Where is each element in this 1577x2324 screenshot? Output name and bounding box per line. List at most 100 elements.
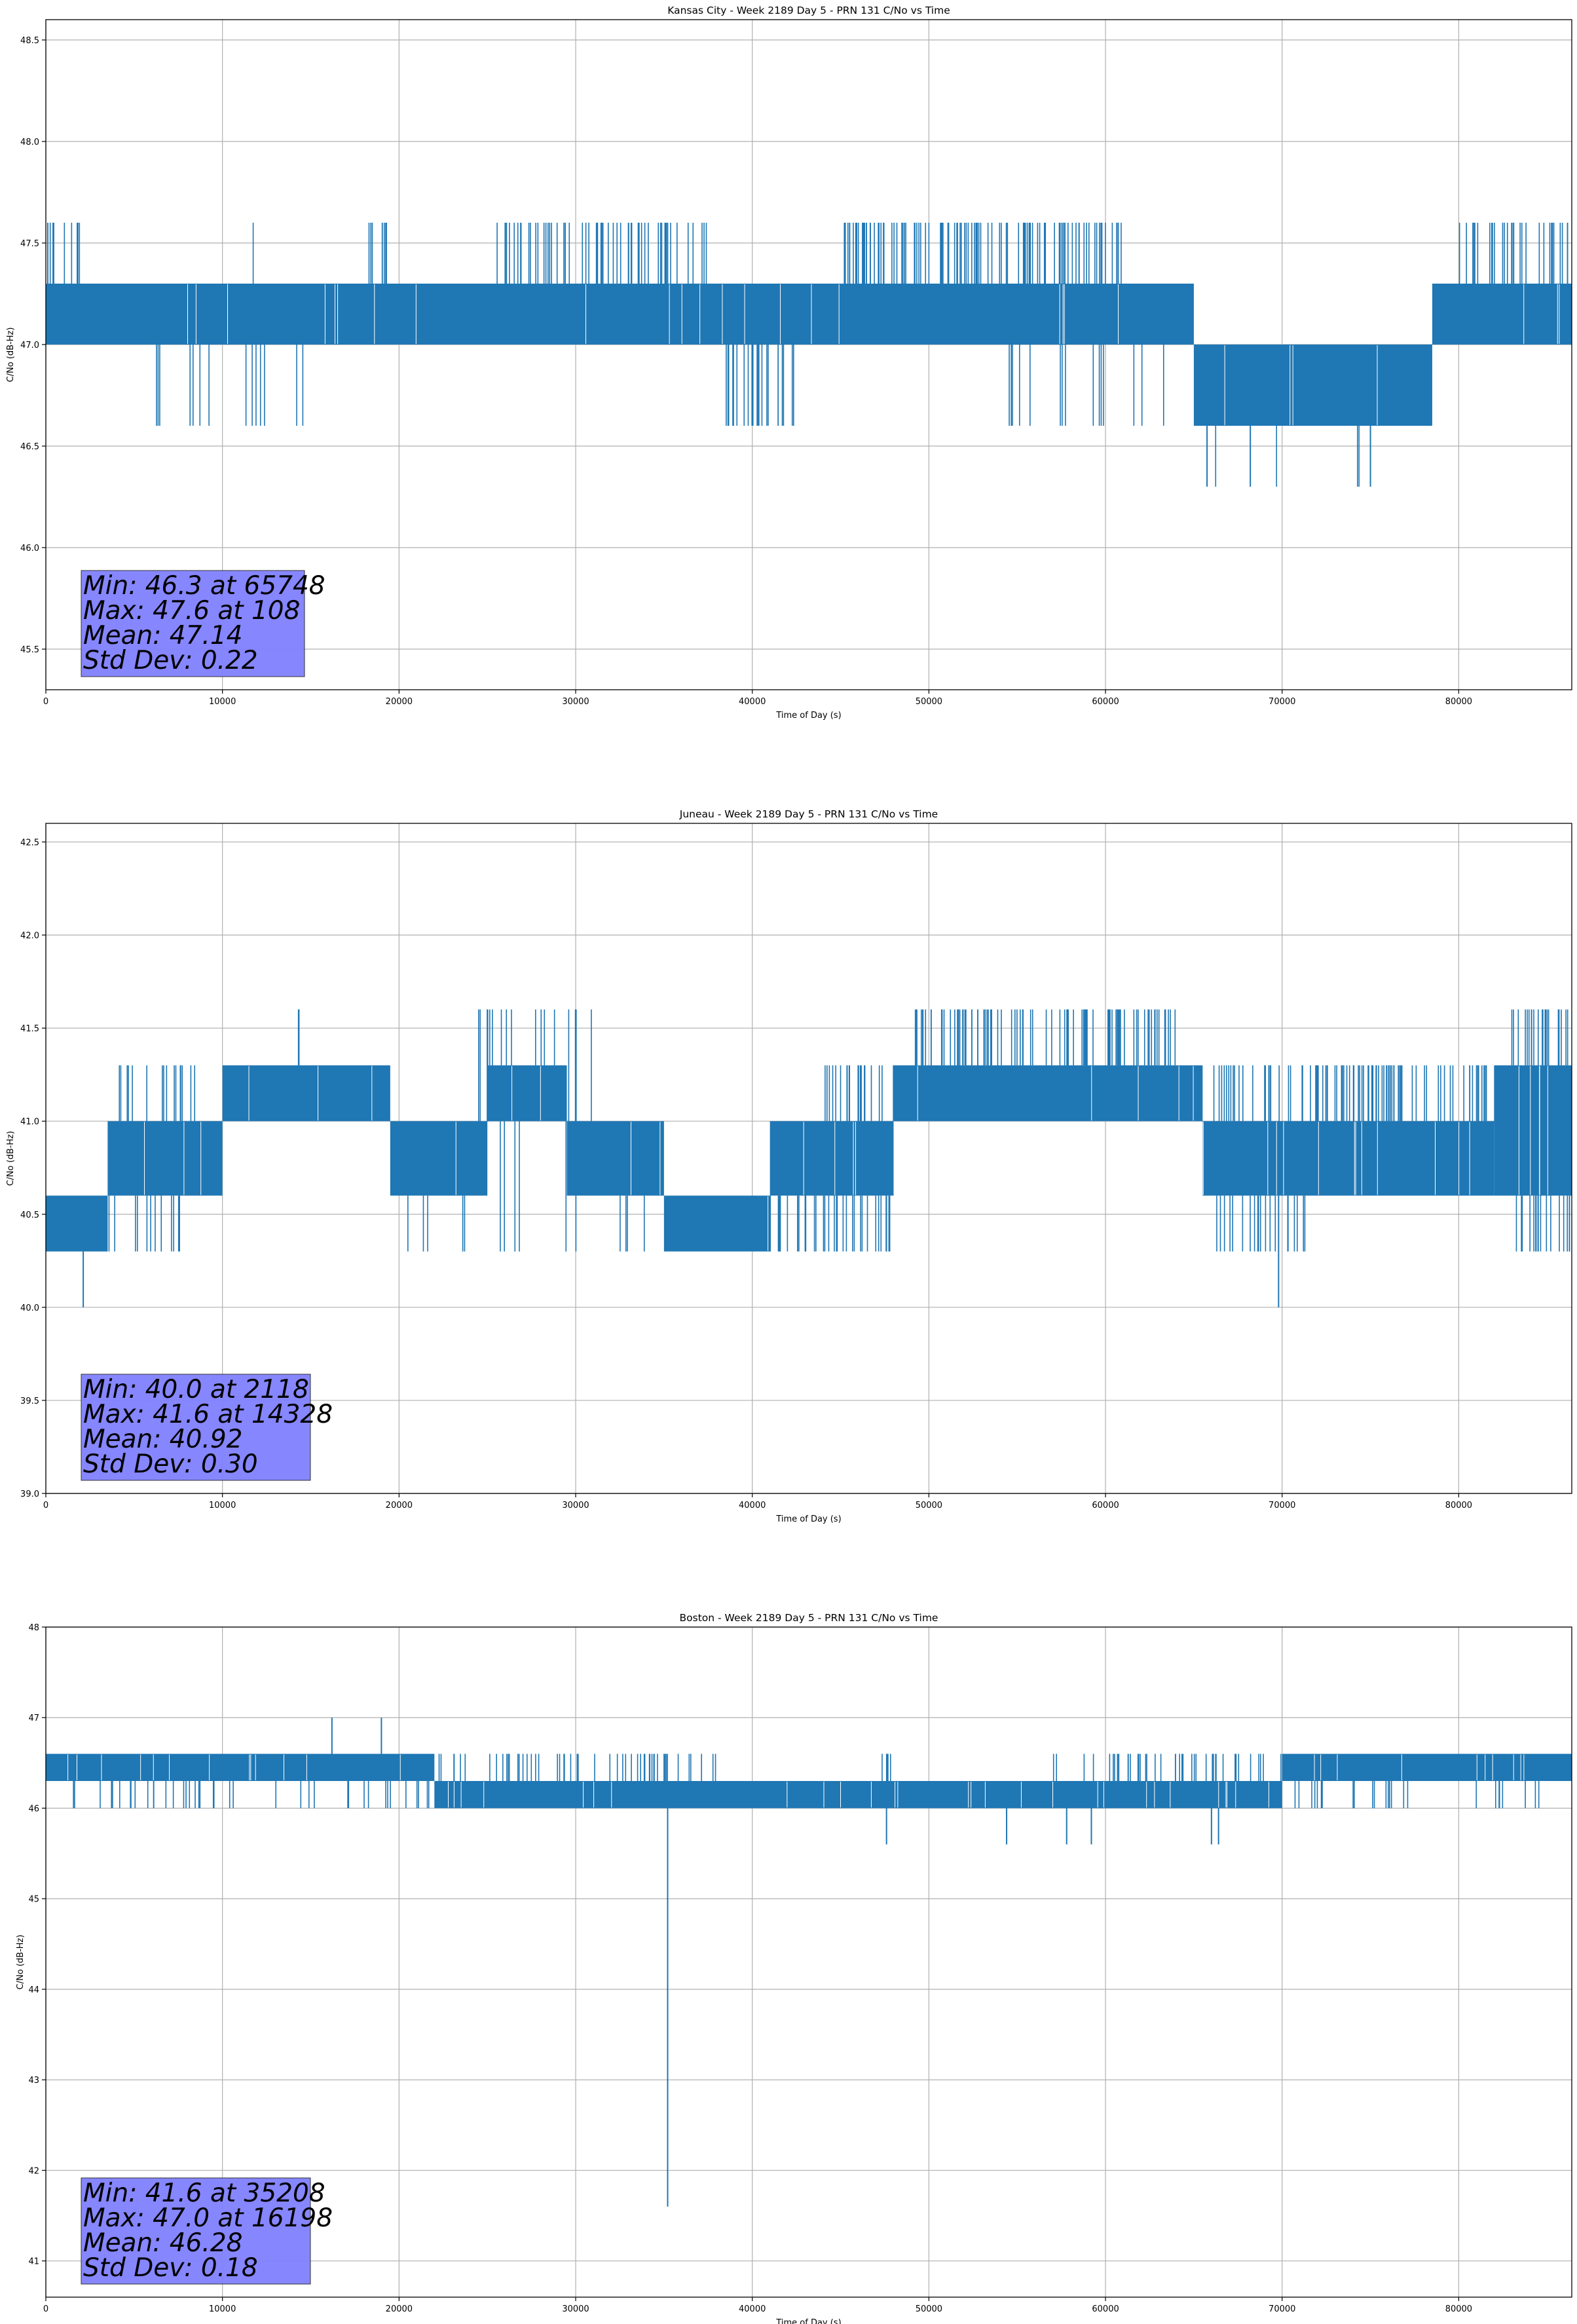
y-tick-label: 45 xyxy=(28,1895,39,1905)
y-tick-label: 41.0 xyxy=(20,1117,39,1127)
data-band xyxy=(107,1121,223,1196)
x-tick-label: 30000 xyxy=(562,1501,589,1510)
y-axis-label: C/No (dB-Hz) xyxy=(6,1131,16,1186)
data-band xyxy=(46,1753,435,1782)
stats-line: Mean: 40.92 xyxy=(83,1425,242,1454)
data-band xyxy=(434,1781,1282,1809)
axes-frame xyxy=(45,19,1572,690)
x-tick-label: 70000 xyxy=(1269,1501,1295,1510)
y-tick-label: 48.5 xyxy=(20,36,39,46)
data-band xyxy=(566,1121,664,1196)
y-tick-label: 48 xyxy=(28,1623,39,1633)
x-tick-label: 0 xyxy=(43,697,48,707)
chart-title: Juneau - Week 2189 Day 5 - PRN 131 C/No … xyxy=(679,808,938,820)
x-tick-label: 50000 xyxy=(916,1501,942,1510)
data-band xyxy=(770,1121,894,1196)
y-tick-label: 40.5 xyxy=(20,1210,39,1220)
stats-box-background xyxy=(81,570,305,677)
y-tick-label: 46.0 xyxy=(20,544,39,553)
chart-title: Boston - Week 2189 Day 5 - PRN 131 C/No … xyxy=(680,1612,938,1624)
y-tick-label: 41.5 xyxy=(20,1024,39,1034)
data-band xyxy=(46,284,1194,345)
x-tick-label: 30000 xyxy=(562,697,589,707)
y-tick-label: 47 xyxy=(28,1714,39,1723)
x-tick-label: 0 xyxy=(43,1501,48,1510)
chart-panel-0: 0 10000 20000 30000 40000 50000 60000 70000 8000… xyxy=(6,5,1572,721)
y-tick-label: 47.0 xyxy=(20,341,39,350)
y-tick-label: 44 xyxy=(28,1985,39,1995)
axes-frame xyxy=(45,1626,1572,2298)
y-tick-label: 46.5 xyxy=(20,442,39,452)
x-tick-label: 50000 xyxy=(916,697,942,707)
x-tick-label: 20000 xyxy=(386,2304,413,2314)
x-tick-label: 10000 xyxy=(209,697,236,707)
data-band xyxy=(222,1065,390,1121)
y-tick-label: 43 xyxy=(28,2076,39,2086)
x-axis-label: Time of Day (s) xyxy=(775,1514,841,1524)
data-band xyxy=(1282,1753,1572,1782)
y-tick-label: 45.5 xyxy=(20,645,39,655)
stats-line: Min: 46.3 at 65748 xyxy=(83,571,325,601)
x-tick-label: 70000 xyxy=(1269,2304,1295,2314)
axes-frame xyxy=(45,823,1572,1494)
stats-line: Min: 41.6 at 35208 xyxy=(83,2179,325,2208)
x-tick-label: 40000 xyxy=(739,1501,766,1510)
y-tick-label: 39.5 xyxy=(20,1396,39,1406)
chart-panel-1: 0 10000 20000 30000 40000 50000 60000 70000 8000… xyxy=(6,808,1572,1524)
y-tick-label: 48.0 xyxy=(20,138,39,147)
x-tick-label: 60000 xyxy=(1092,1501,1119,1510)
x-axis-label: Time of Day (s) xyxy=(775,2318,841,2324)
y-axis-label: C/No (dB-Hz) xyxy=(16,1935,26,1990)
x-tick-label: 40000 xyxy=(739,2304,766,2314)
y-tick-label: 47.5 xyxy=(20,239,39,249)
data-band xyxy=(1193,345,1432,426)
stats-box-background xyxy=(81,2177,311,2285)
data-series xyxy=(46,223,1572,487)
stats-line: Max: 47.0 at 16198 xyxy=(83,2203,333,2233)
x-tick-label: 0 xyxy=(43,2304,48,2314)
chart-title: Kansas City - Week 2189 Day 5 - PRN 131 … xyxy=(667,5,950,16)
data-band xyxy=(46,1195,108,1252)
data-band xyxy=(1202,1121,1494,1196)
data-series xyxy=(46,1717,1572,2207)
stats-line: Std Dev: 0.30 xyxy=(83,1450,258,1479)
data-band xyxy=(663,1195,770,1252)
y-tick-label: 46 xyxy=(28,1804,39,1814)
stats-line: Mean: 46.28 xyxy=(83,2228,242,2258)
x-tick-label: 50000 xyxy=(916,2304,942,2314)
x-tick-label: 40000 xyxy=(739,697,766,707)
x-tick-label: 30000 xyxy=(562,2304,589,2314)
x-axis-label: Time of Day (s) xyxy=(775,711,841,721)
chart-panel-2: 0 10000 20000 30000 40000 50000 60000 70000 8000… xyxy=(16,1612,1572,2324)
stats-line: Max: 41.6 at 14328 xyxy=(83,1400,333,1429)
y-tick-label: 42 xyxy=(28,2166,39,2176)
stats-line: Std Dev: 0.18 xyxy=(83,2253,258,2283)
x-tick-label: 20000 xyxy=(386,1501,413,1510)
x-tick-label: 10000 xyxy=(209,1501,236,1510)
y-tick-label: 39.0 xyxy=(20,1490,39,1499)
data-band xyxy=(487,1065,567,1121)
data-band xyxy=(1494,1065,1572,1196)
stats-line: Min: 40.0 at 2118 xyxy=(83,1375,309,1404)
y-tick-label: 42.0 xyxy=(20,931,39,941)
stats-box-background xyxy=(81,1374,311,1481)
stats-line: Max: 47.6 at 108 xyxy=(83,596,300,626)
x-tick-label: 60000 xyxy=(1092,697,1119,707)
y-tick-label: 42.5 xyxy=(20,838,39,848)
data-band xyxy=(893,1065,1203,1121)
y-tick-label: 41 xyxy=(28,2257,39,2267)
x-tick-label: 80000 xyxy=(1445,2304,1472,2314)
stats-line: Std Dev: 0.22 xyxy=(83,646,258,675)
x-tick-label: 80000 xyxy=(1445,697,1472,707)
data-band xyxy=(1432,284,1572,345)
x-tick-label: 70000 xyxy=(1269,697,1295,707)
x-tick-label: 60000 xyxy=(1092,2304,1119,2314)
x-tick-label: 10000 xyxy=(209,2304,236,2314)
y-tick-label: 40.0 xyxy=(20,1303,39,1313)
data-series xyxy=(46,1009,1572,1307)
x-tick-label: 20000 xyxy=(386,697,413,707)
